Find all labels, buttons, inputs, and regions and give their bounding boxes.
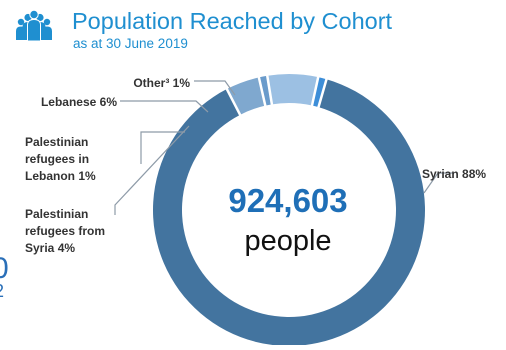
edge-mark-top: 0 <box>0 252 9 285</box>
slice-label-palestinian-syria-line2: refugees from <box>25 224 105 238</box>
leader-line-lebanese <box>120 100 209 113</box>
edge-mark-bottom: 2 <box>0 281 4 301</box>
chart-title: Population Reached by Cohort <box>72 8 393 34</box>
center-unit: people <box>244 225 331 257</box>
leader-line-palestinian-syria <box>114 125 190 215</box>
slice-label-palestinian-lebanon-line2: refugees in <box>25 152 89 166</box>
donut-slices <box>153 74 426 347</box>
slice-separator-1 <box>317 77 328 109</box>
leader-line-syrian <box>423 172 454 194</box>
leader-lines <box>114 80 454 215</box>
center-total: 924,603 <box>228 182 347 219</box>
slice-label-lebanese: Lebanese 6% <box>41 95 117 109</box>
chart-subtitle: as at 30 June 2019 <box>73 36 188 51</box>
slice-label-syrian: Syrian 88% <box>422 167 486 181</box>
leader-line-other <box>194 80 236 96</box>
slice-separators <box>225 74 328 117</box>
slice-separator-4 <box>265 74 274 106</box>
people-group-icon <box>16 9 52 42</box>
slice-label-other: Other³ 1% <box>133 76 190 90</box>
slice-other <box>311 77 327 108</box>
slice-separator-2 <box>225 87 242 117</box>
slice-label-palestinian-syria-line1: Palestinian <box>25 207 88 221</box>
slice-labels: Other³ 1% Lebanese 6% Palestinian refuge… <box>25 76 486 255</box>
slice-lebanese <box>267 74 319 106</box>
slice-separator-3 <box>257 76 267 107</box>
leader-line-palestinian-lebanon <box>140 131 185 164</box>
slice-separator-5 <box>310 75 320 107</box>
slice-label-palestinian-syria-line3: Syria 4% <box>25 241 75 255</box>
slice-palestinian-refugees-in-lebanon <box>258 75 272 106</box>
slice-label-palestinian-lebanon-line1: Palestinian <box>25 135 88 149</box>
slice-label-palestinian-lebanon-line3: Lebanon 1% <box>25 169 96 183</box>
